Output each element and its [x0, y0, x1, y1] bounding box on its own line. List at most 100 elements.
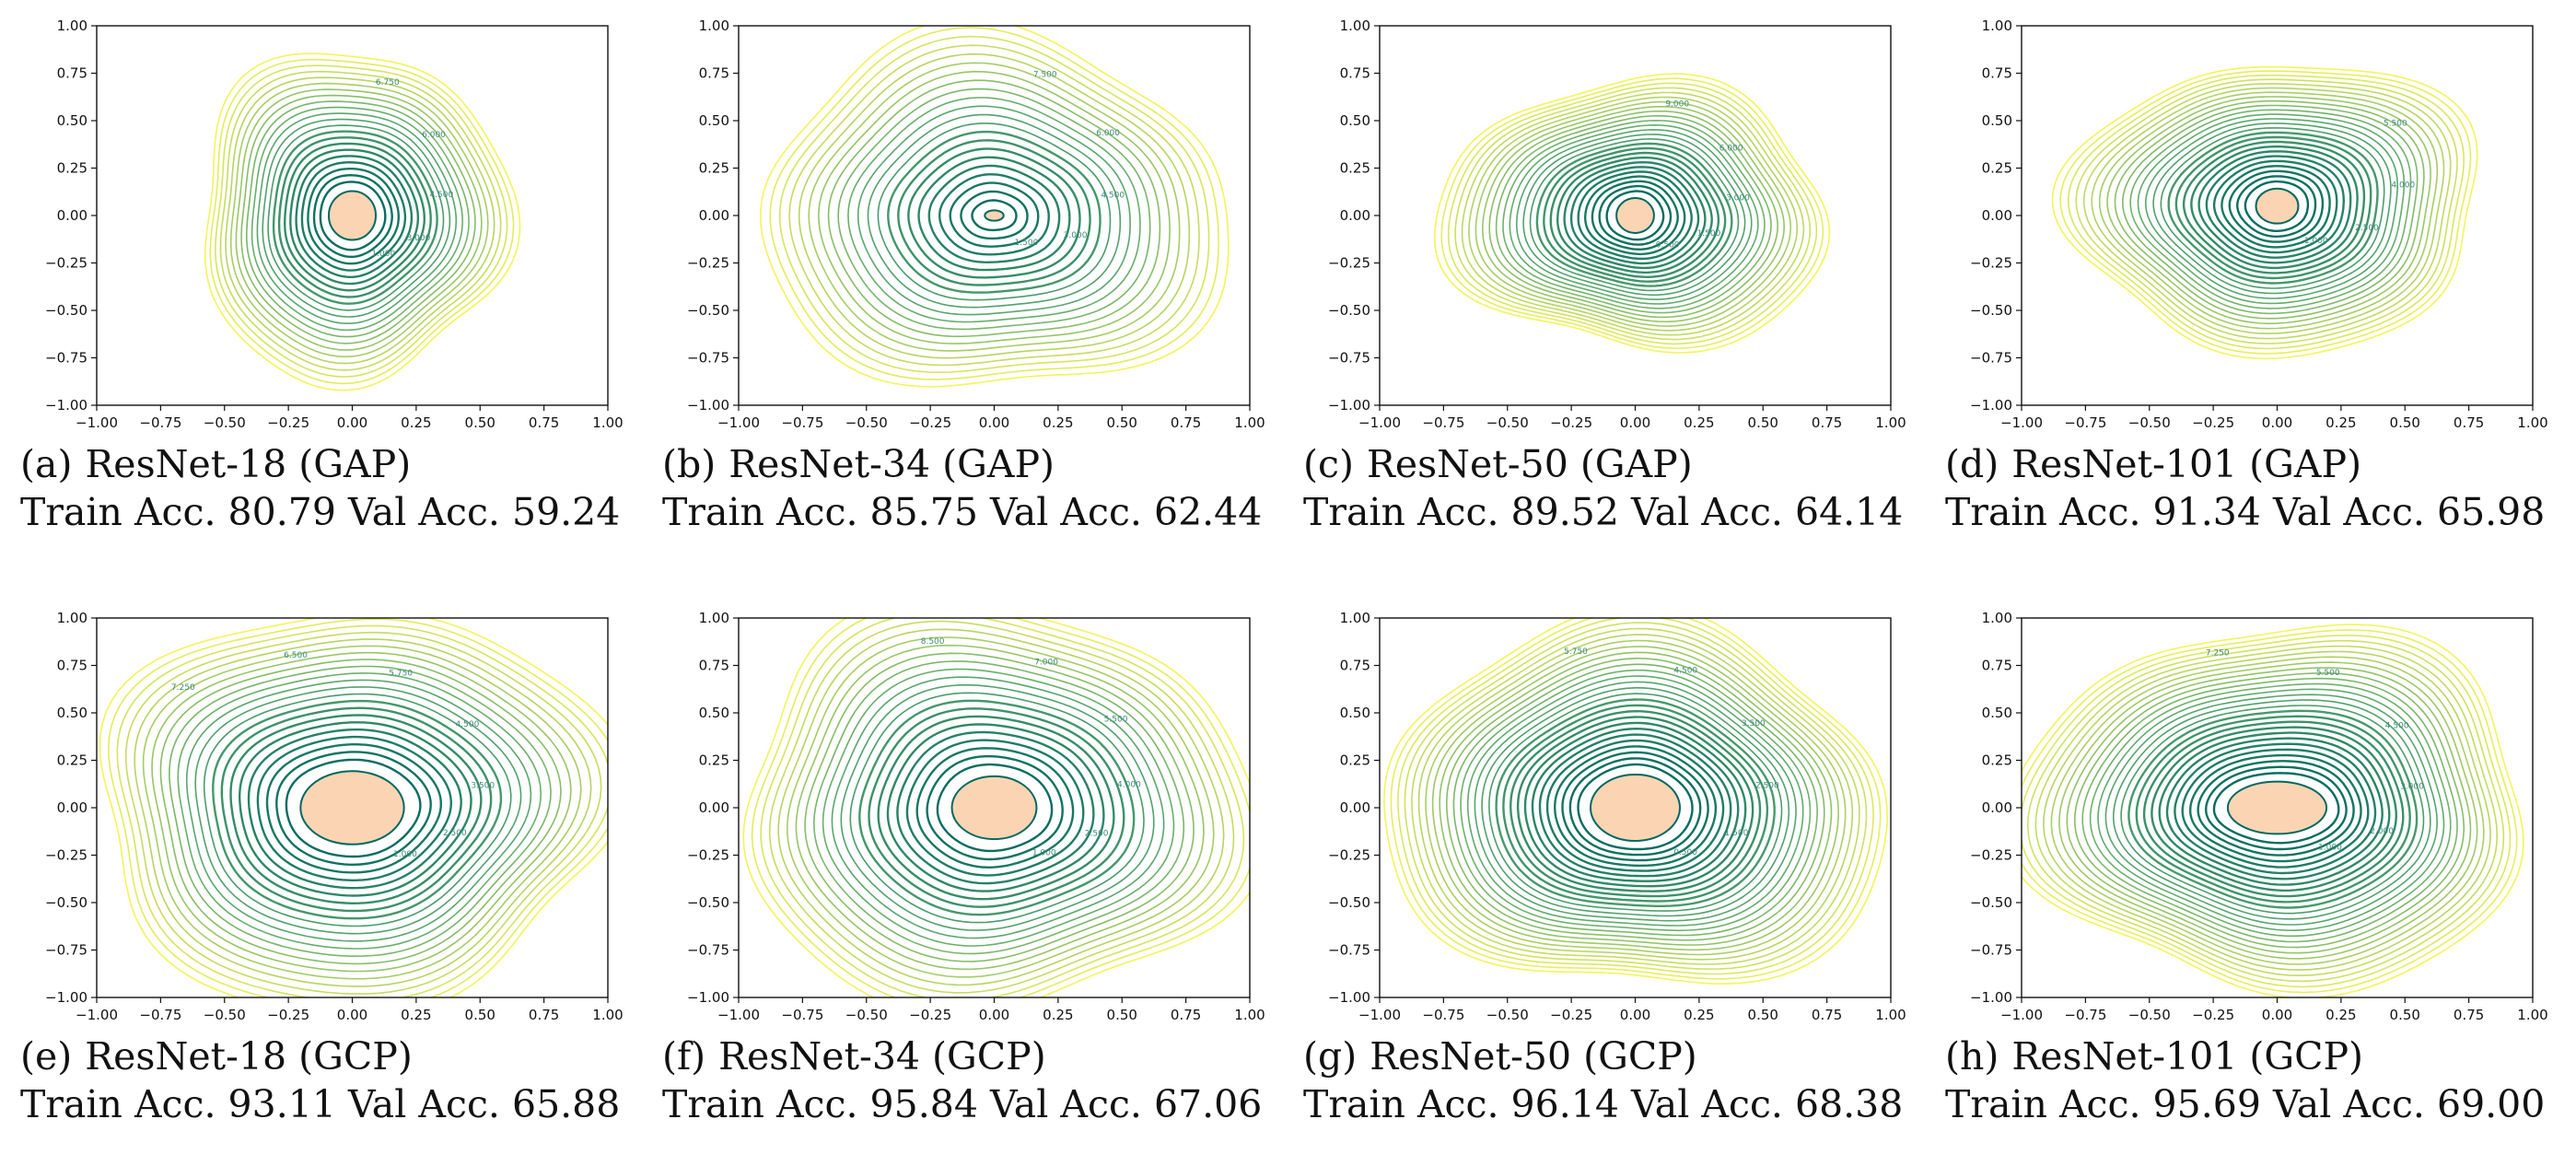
- caption-title-line: (g) ResNet-50 (GCP): [1303, 1032, 1911, 1080]
- panel-g: 0.500 1.500 2.500 3.500 4.500 5.750 −1.00 −0.75…: [1283, 592, 1909, 1145]
- y-tick-label: −1.00: [45, 989, 87, 1006]
- contour-level: [239, 721, 472, 897]
- y-tick-label: 0.75: [1982, 658, 2012, 674]
- contour-level: [1577, 763, 1694, 851]
- contour-level: [267, 124, 445, 311]
- panel-caption: (b) ResNet-34 (GAP) Train Acc. 85.75 Val A…: [662, 440, 1270, 536]
- model-title: ResNet-18 (GCP): [85, 1034, 413, 1079]
- contour-level: [1553, 745, 1718, 868]
- contour-level: [2197, 150, 2352, 264]
- y-tick-label: −0.25: [1328, 847, 1370, 864]
- subfigure-label: (b): [662, 442, 717, 486]
- contour-level: [240, 94, 476, 344]
- contour-level: [1397, 618, 1874, 975]
- contour-level: [1481, 105, 1786, 323]
- contour-level: [1488, 110, 1779, 319]
- contour-level: [177, 672, 542, 950]
- x-tick-label: −0.50: [1486, 1007, 1529, 1023]
- contour-level: [2220, 165, 2331, 249]
- caption-title-line: (f) ResNet-34 (GCP): [662, 1032, 1270, 1080]
- x-tick-label: −0.50: [2128, 1007, 2171, 1023]
- y-tick-label: 1.00: [699, 610, 729, 626]
- subfigure-label: (e): [20, 1034, 73, 1079]
- y-tick-label: −0.25: [45, 255, 87, 272]
- contour-level: [2114, 99, 2425, 320]
- x-tick-label: −0.25: [909, 1007, 951, 1023]
- y-tick-label: 0.00: [57, 207, 87, 224]
- contour-level: [822, 668, 1175, 947]
- x-tick-label: −1.00: [717, 414, 760, 431]
- y-tick-label: −0.25: [687, 255, 729, 272]
- contour-level: [2059, 70, 2472, 355]
- contour-level: [1563, 160, 1707, 270]
- x-tick-label: 0.00: [1620, 414, 1650, 431]
- caption-title-line: (a) ResNet-18 (GAP): [20, 440, 628, 488]
- contour-level: [1481, 686, 1790, 917]
- contour-level: [1543, 146, 1727, 283]
- contour-value-label: 8.500: [921, 637, 945, 647]
- contour-level: [1446, 657, 1825, 941]
- contour-level: [938, 173, 1050, 256]
- x-tick-label: 0.75: [1812, 1007, 1842, 1023]
- y-tick-label: 0.75: [1340, 658, 1370, 674]
- model-title: ResNet-50 (GCP): [1370, 1034, 1697, 1079]
- y-tick-label: 0.00: [1340, 207, 1370, 224]
- minimum-region: [299, 770, 405, 845]
- x-tick-label: −0.50: [845, 1007, 888, 1023]
- caption-title-line: (d) ResNet-101 (GAP): [1945, 440, 2553, 488]
- contour-level: [1495, 698, 1776, 907]
- contour-plot-h: 1.000 2.000 3.000 4.500 5.500 7.250 −1.00 −0.75…: [1970, 610, 2548, 1023]
- contour-value-label: 4.000: [2391, 181, 2415, 190]
- panel-e: 1.000 2.500 3.500 4.500 5.750 6.500 7.250 −1.00…: [0, 592, 626, 1145]
- accuracy-line: Train Acc. 96.14 Val Acc. 68.38: [1303, 1082, 1904, 1126]
- contour-level: [905, 739, 1085, 877]
- y-tick-label: 1.00: [699, 17, 729, 34]
- caption-title-line: (b) ResNet-34 (GAP): [662, 440, 1270, 488]
- x-tick-label: 0.75: [2454, 414, 2484, 431]
- x-tick-label: −0.75: [139, 414, 181, 431]
- x-tick-label: −0.75: [139, 1007, 181, 1023]
- x-tick-label: −0.25: [267, 414, 309, 431]
- contour-lines: 1.000 2.500 3.500 4.500 5.750 6.500 7.250: [99, 618, 608, 997]
- contour-value-label: 4.500: [1101, 191, 1125, 200]
- contour-level: [887, 130, 1102, 294]
- y-tick-label: 0.50: [1340, 705, 1370, 721]
- contour-plot-f: 1.000 2.500 4.000 5.500 7.000 8.500 −1.00 −0.75…: [687, 610, 1265, 1023]
- contour-level: [159, 659, 562, 965]
- contour-level: [1535, 142, 1733, 287]
- contour-value-label: 3.500: [1742, 719, 1766, 729]
- x-tick-label: −0.50: [204, 414, 246, 431]
- x-tick-label: 0.75: [529, 1007, 559, 1023]
- contour-level: [867, 113, 1122, 309]
- contour-lines: 1.000 2.500 4.000 5.500: [2051, 65, 2478, 360]
- contour-level: [209, 58, 515, 385]
- contour-level: [116, 624, 608, 997]
- contour-level: [319, 181, 387, 251]
- contour-level: [926, 754, 1064, 861]
- contour-value-label: 2.500: [2355, 224, 2379, 233]
- y-tick-label: −0.50: [1328, 302, 1370, 319]
- y-tick-label: −0.75: [1328, 942, 1370, 959]
- contour-value-label: 6.000: [422, 131, 446, 140]
- y-tick-label: −1.00: [45, 397, 87, 414]
- x-tick-label: 0.00: [1620, 1007, 1650, 1023]
- contour-level: [751, 618, 1250, 997]
- contour-level: [1383, 618, 1889, 985]
- contour-level: [212, 699, 503, 920]
- y-tick-label: −1.00: [1970, 397, 2012, 414]
- panel-caption: (e) ResNet-18 (GCP) Train Acc. 93.11 Val A…: [20, 1032, 628, 1128]
- x-tick-label: 1.00: [1234, 1007, 1265, 1023]
- panel-b: 1.500 3.000 4.500 6.000 7.500 −1.00 −0.75 −0.50…: [642, 0, 1268, 553]
- contour-level: [275, 751, 432, 867]
- y-tick-label: 1.00: [57, 17, 87, 34]
- contour-level: [256, 112, 458, 325]
- x-tick-label: 0.25: [1043, 414, 1073, 431]
- contour-value-label: 1.000: [371, 250, 395, 259]
- minimum-region: [1589, 773, 1682, 843]
- x-tick-label: 1.00: [1234, 414, 1265, 431]
- contour-level: [857, 105, 1131, 316]
- contour-level: [817, 70, 1171, 344]
- y-tick-label: 0.00: [699, 207, 729, 224]
- x-tick-label: 0.50: [1748, 1007, 1778, 1023]
- x-tick-label: 0.50: [465, 1007, 495, 1023]
